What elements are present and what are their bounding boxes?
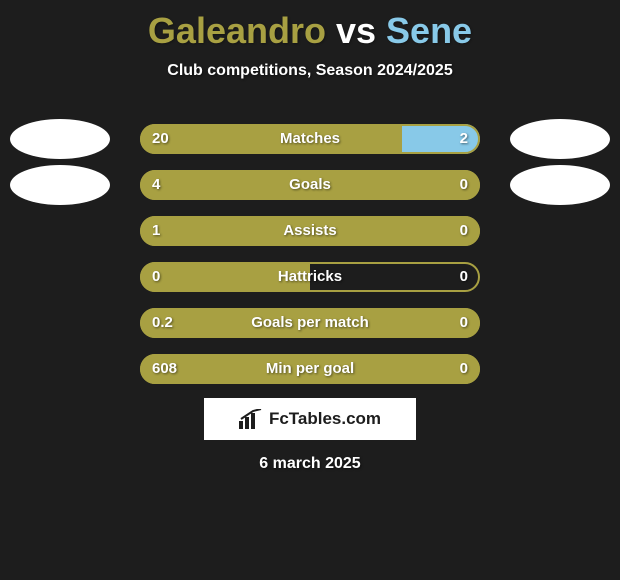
- bar-track: [140, 216, 480, 246]
- bar-left-fill: [140, 308, 480, 338]
- stat-row: Hattricks00: [0, 262, 620, 292]
- bar-right-fill: [402, 124, 480, 154]
- bar-track: [140, 170, 480, 200]
- chart-icon: [239, 409, 263, 429]
- stat-row: Goals per match0.20: [0, 308, 620, 338]
- comparison-card: Galeandro vs Sene Club competitions, Sea…: [0, 0, 620, 580]
- bar-track: [140, 308, 480, 338]
- bar-track: [140, 354, 480, 384]
- bar-track: [140, 124, 480, 154]
- vs-separator: vs: [326, 10, 386, 51]
- date-text: 6 march 2025: [0, 455, 620, 473]
- stats-bars: Matches202 Goals40 Assists10 Hattricks00 Goa…: [0, 124, 620, 400]
- stat-row: Assists10: [0, 216, 620, 246]
- bar-left-fill: [140, 170, 480, 200]
- player-right-club-avatar: [510, 165, 610, 205]
- stat-row: Goals40: [0, 170, 620, 200]
- player-left-name: Galeandro: [148, 10, 326, 51]
- player-left-club-avatar: [10, 165, 110, 205]
- brand-badge[interactable]: FcTables.com: [204, 398, 416, 440]
- brand-text: FcTables.com: [269, 409, 381, 429]
- bar-left-fill: [140, 262, 310, 292]
- bar-track: [140, 262, 480, 292]
- player-right-name: Sene: [386, 10, 472, 51]
- stat-row: Min per goal6080: [0, 354, 620, 384]
- bar-left-fill: [140, 124, 402, 154]
- subtitle: Club competitions, Season 2024/2025: [0, 62, 620, 80]
- player-right-avatar: [510, 119, 610, 159]
- bar-left-fill: [140, 354, 480, 384]
- player-left-avatar: [10, 119, 110, 159]
- bar-left-fill: [140, 216, 480, 246]
- page-title: Galeandro vs Sene: [0, 0, 620, 52]
- stat-row: Matches202: [0, 124, 620, 154]
